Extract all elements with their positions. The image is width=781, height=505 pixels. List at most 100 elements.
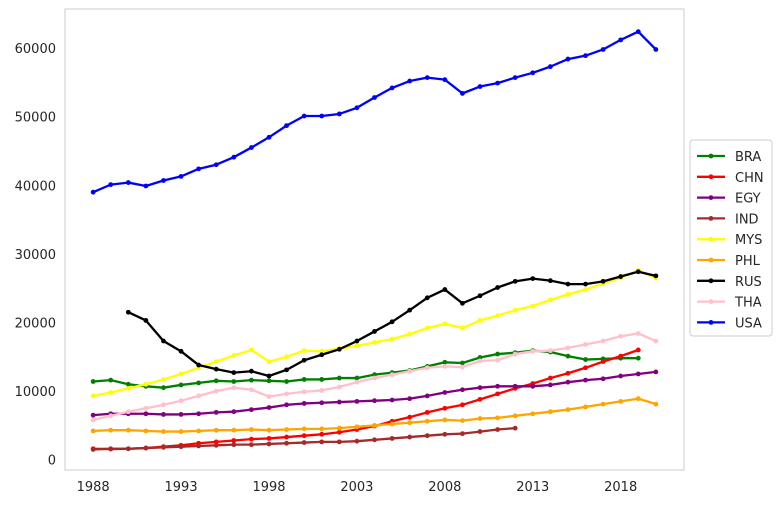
data-point bbox=[354, 105, 360, 111]
data-point bbox=[565, 353, 571, 359]
data-point bbox=[319, 388, 325, 393]
legend-item-mys: MYS bbox=[697, 233, 762, 248]
data-point bbox=[108, 377, 114, 383]
data-point bbox=[196, 380, 202, 386]
data-point bbox=[460, 387, 465, 393]
data-point bbox=[512, 425, 518, 431]
data-point bbox=[583, 287, 588, 292]
data-point bbox=[600, 338, 606, 344]
data-point bbox=[319, 431, 325, 437]
data-point bbox=[143, 411, 149, 417]
data-point bbox=[407, 414, 413, 420]
data-point bbox=[143, 428, 149, 434]
data-point bbox=[530, 70, 536, 76]
data-point bbox=[161, 178, 166, 183]
data-point bbox=[477, 416, 483, 421]
data-point bbox=[266, 378, 272, 384]
data-point bbox=[583, 53, 588, 59]
y-tick-label: 50000 bbox=[15, 111, 56, 126]
data-point bbox=[442, 431, 448, 437]
data-point bbox=[372, 340, 377, 345]
data-point bbox=[407, 331, 413, 337]
data-point bbox=[266, 394, 272, 399]
data-point bbox=[495, 80, 500, 86]
data-point bbox=[231, 379, 237, 384]
data-point bbox=[442, 417, 448, 423]
data-point bbox=[336, 429, 342, 435]
data-point bbox=[249, 427, 254, 432]
data-point bbox=[495, 357, 500, 363]
data-point bbox=[284, 402, 289, 408]
data-point bbox=[90, 447, 96, 452]
y-tick-label: 10000 bbox=[15, 385, 56, 400]
data-point bbox=[284, 391, 289, 397]
data-point bbox=[389, 319, 395, 325]
data-point bbox=[407, 396, 413, 402]
legend-marker bbox=[708, 320, 714, 325]
legend-item-rus: RUS bbox=[697, 275, 762, 290]
data-point bbox=[354, 379, 360, 385]
data-point bbox=[249, 377, 254, 383]
legend-item-chn: CHN bbox=[697, 171, 764, 186]
y-tick-label: 60000 bbox=[15, 42, 56, 57]
data-point bbox=[354, 375, 360, 381]
x-tick-label: 1998 bbox=[252, 480, 285, 495]
data-point bbox=[336, 111, 342, 117]
y-tick-label: 0 bbox=[48, 454, 56, 469]
data-point bbox=[231, 438, 237, 443]
legend-label: CHN bbox=[735, 171, 764, 186]
data-point bbox=[460, 402, 465, 408]
data-point bbox=[213, 366, 219, 372]
data-point bbox=[284, 367, 289, 373]
data-point bbox=[600, 401, 606, 407]
data-point bbox=[460, 418, 465, 424]
data-point bbox=[477, 385, 483, 391]
data-point bbox=[495, 351, 500, 357]
series-ind bbox=[90, 425, 518, 452]
data-point bbox=[284, 434, 289, 440]
data-point bbox=[530, 348, 536, 354]
data-point bbox=[354, 338, 360, 344]
legend-item-ind: IND bbox=[697, 212, 759, 227]
data-point bbox=[354, 424, 360, 430]
data-point bbox=[583, 365, 588, 371]
data-point bbox=[125, 309, 131, 315]
data-point bbox=[583, 342, 588, 347]
data-point bbox=[249, 347, 254, 353]
data-point bbox=[231, 154, 237, 160]
data-point bbox=[301, 440, 307, 445]
data-point bbox=[372, 398, 377, 404]
data-point bbox=[460, 325, 465, 331]
data-point bbox=[266, 373, 272, 379]
data-point bbox=[231, 409, 237, 415]
data-point bbox=[90, 379, 96, 384]
data-point bbox=[301, 433, 307, 439]
data-point bbox=[618, 353, 624, 359]
data-point bbox=[231, 385, 237, 391]
x-tick-label: 2008 bbox=[428, 480, 461, 495]
x-tick-label: 2018 bbox=[604, 480, 637, 495]
data-point bbox=[547, 375, 553, 381]
data-point bbox=[442, 364, 448, 369]
data-point bbox=[635, 331, 641, 336]
data-point bbox=[442, 321, 448, 327]
data-point bbox=[125, 385, 131, 391]
data-point bbox=[143, 405, 149, 411]
data-point bbox=[354, 438, 360, 444]
data-point bbox=[424, 409, 430, 415]
data-point bbox=[178, 444, 184, 450]
data-point bbox=[477, 293, 483, 299]
data-point bbox=[635, 355, 641, 361]
legend-marker bbox=[708, 236, 714, 242]
data-point bbox=[389, 372, 395, 378]
data-point bbox=[231, 442, 237, 448]
legend-item-usa: USA bbox=[697, 316, 762, 331]
data-point bbox=[319, 377, 325, 382]
data-point bbox=[213, 442, 219, 448]
data-point bbox=[143, 183, 149, 189]
data-point bbox=[178, 173, 184, 179]
data-point bbox=[424, 433, 430, 439]
data-point bbox=[460, 300, 465, 306]
legend-item-egy: EGY bbox=[697, 192, 761, 207]
